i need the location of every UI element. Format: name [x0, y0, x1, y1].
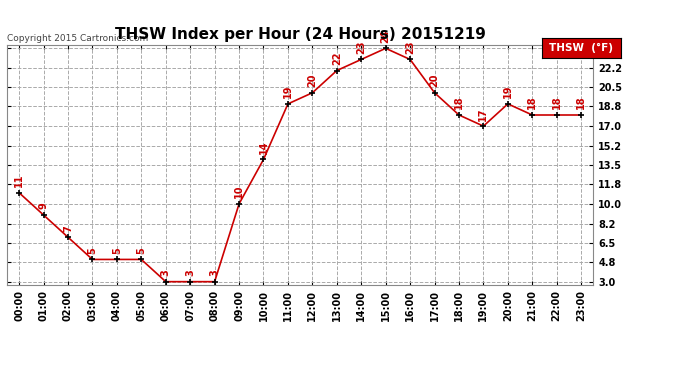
Text: 18: 18	[454, 96, 464, 109]
Text: 22: 22	[332, 51, 342, 65]
Text: 5: 5	[112, 247, 122, 254]
Text: 24: 24	[381, 29, 391, 43]
Text: 10: 10	[234, 185, 244, 198]
Text: 5: 5	[88, 247, 97, 254]
Text: 9: 9	[39, 203, 48, 210]
Text: 14: 14	[259, 140, 268, 154]
Text: 18: 18	[576, 96, 586, 109]
Text: 20: 20	[307, 74, 317, 87]
Text: 3: 3	[185, 269, 195, 276]
Title: THSW Index per Hour (24 Hours) 20151219: THSW Index per Hour (24 Hours) 20151219	[115, 27, 486, 42]
Text: 5: 5	[137, 247, 146, 254]
Text: 11: 11	[14, 174, 24, 187]
Text: Copyright 2015 Cartronics.com: Copyright 2015 Cartronics.com	[7, 34, 148, 43]
Text: 3: 3	[161, 269, 170, 276]
Text: 23: 23	[405, 40, 415, 54]
Text: 18: 18	[552, 96, 562, 109]
Text: 17: 17	[478, 107, 489, 120]
Text: 19: 19	[503, 85, 513, 98]
Text: 7: 7	[63, 225, 73, 232]
Text: THSW  (°F): THSW (°F)	[549, 43, 613, 53]
Text: 20: 20	[430, 74, 440, 87]
Text: 23: 23	[356, 40, 366, 54]
Text: 19: 19	[283, 85, 293, 98]
Text: 3: 3	[210, 269, 219, 276]
Text: 18: 18	[527, 96, 538, 109]
